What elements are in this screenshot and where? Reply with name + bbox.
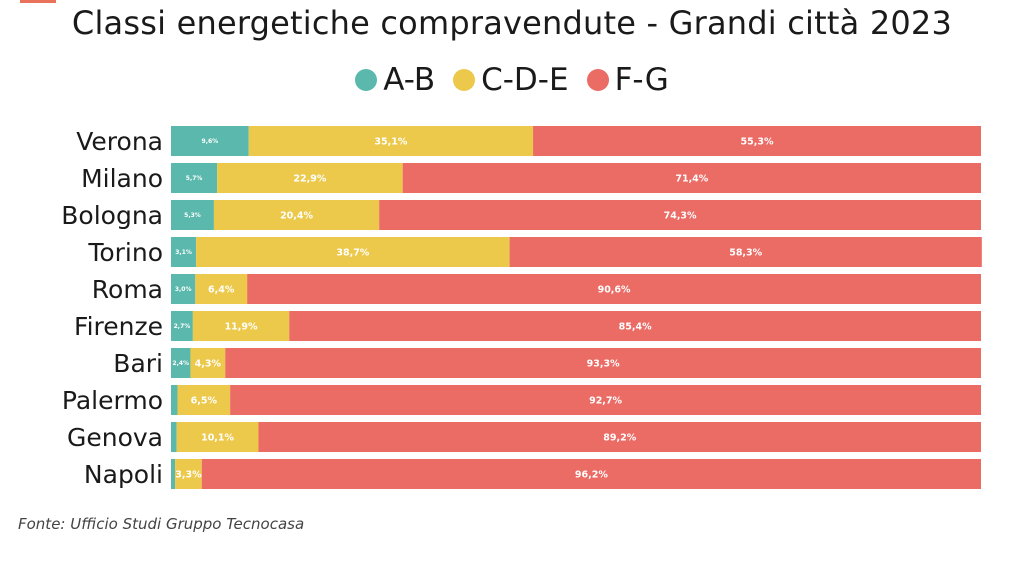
- category-label-firenze: Firenze: [74, 312, 163, 341]
- data-label-milano-c-d-e: 22,9%: [293, 174, 326, 185]
- chart-title: Classi energetiche compravendute - Grand…: [71, 4, 953, 42]
- data-label-bologna-c-d-e: 20,4%: [280, 211, 313, 222]
- data-label-palermo-c-d-e: 6,5%: [191, 396, 218, 407]
- legend-label-c-d-e: C-D-E: [481, 62, 569, 98]
- category-label-milano: Milano: [81, 164, 163, 193]
- bar-bari-a-b: [171, 348, 191, 378]
- bar-milano-a-b: [171, 163, 218, 193]
- bar-napoli-a-b: [171, 459, 176, 489]
- data-label-verona-f-g: 55,3%: [741, 137, 774, 148]
- data-label-milano-a-b: 5,7%: [186, 175, 203, 182]
- bar-verona-a-b: [171, 126, 249, 156]
- category-label-verona: Verona: [76, 127, 163, 156]
- category-label-torino: Torino: [87, 238, 163, 267]
- legend-swatch-c-d-e: [453, 69, 476, 91]
- legend-item-c-d-e: C-D-E: [453, 62, 569, 98]
- data-label-firenze-a-b: 2,7%: [174, 323, 191, 330]
- bar-napoli-f-g: [201, 459, 981, 489]
- data-label-palermo-f-g: 92,7%: [589, 396, 622, 407]
- bar-milano-c-d-e: [217, 163, 403, 193]
- data-label-firenze-f-g: 85,4%: [619, 322, 652, 333]
- data-label-milano-f-g: 71,4%: [675, 174, 708, 185]
- data-label-bari-c-d-e: 4,3%: [195, 359, 222, 370]
- data-label-verona-a-b: 9,6%: [202, 138, 219, 145]
- bar-firenze-c-d-e: [192, 311, 290, 341]
- bar-palermo-a-b: [171, 385, 178, 415]
- data-label-genova-f-g: 89,2%: [603, 433, 636, 444]
- category-label-napoli: Napoli: [84, 460, 163, 489]
- data-label-firenze-c-d-e: 11,9%: [225, 322, 258, 333]
- bar-roma-f-g: [247, 274, 981, 304]
- data-label-torino-c-d-e: 38,7%: [336, 248, 369, 259]
- bar-genova-f-g: [258, 422, 982, 452]
- category-label-bologna: Bologna: [61, 201, 163, 230]
- bar-verona-f-g: [533, 126, 981, 156]
- bar-bari-f-g: [225, 348, 981, 378]
- bar-milano-f-g: [402, 163, 981, 193]
- bar-torino-c-d-e: [196, 237, 510, 267]
- bar-bari-c-d-e: [190, 348, 226, 378]
- data-label-bologna-a-b: 5,3%: [184, 212, 201, 219]
- bar-bologna-f-g: [379, 200, 981, 230]
- data-label-bari-f-g: 93,3%: [587, 359, 620, 370]
- bar-firenze-f-g: [289, 311, 981, 341]
- data-label-napoli-f-g: 96,2%: [575, 470, 608, 481]
- category-label-genova: Genova: [67, 423, 163, 452]
- data-label-napoli-c-d-e: 3,3%: [175, 470, 202, 481]
- accent-strip: [20, 0, 56, 3]
- bar-palermo-f-g: [230, 385, 981, 415]
- bar-genova-a-b: [171, 422, 177, 452]
- data-label-torino-a-b: 3,1%: [175, 249, 192, 256]
- category-label-roma: Roma: [92, 275, 163, 304]
- data-label-roma-c-d-e: 6,4%: [208, 285, 235, 296]
- category-label-palermo: Palermo: [62, 386, 163, 415]
- bar-palermo-c-d-e: [177, 385, 231, 415]
- legend-label-a-b: A-B: [383, 62, 436, 98]
- bar-bologna-a-b: [171, 200, 214, 230]
- stacked-bar-chart: Verona 9,6% 35,1% 55,3% Milano 5,7% 22,9% 71,4%…: [61, 126, 982, 489]
- data-label-torino-f-g: 58,3%: [729, 248, 762, 259]
- legend-item-f-g: F-G: [586, 62, 669, 98]
- legend-label-f-g: F-G: [614, 62, 669, 98]
- bar-roma-c-d-e: [195, 274, 248, 304]
- bar-genova-c-d-e: [176, 422, 259, 452]
- data-label-bari-a-b: 2,4%: [172, 360, 189, 367]
- legend: A-B C-D-E F-G: [0, 62, 1024, 98]
- bar-torino-f-g: [509, 237, 982, 267]
- source-note: Fonte: Ufficio Studi Gruppo Tecnocasa: [18, 515, 305, 533]
- data-label-roma-f-g: 90,6%: [598, 285, 631, 296]
- category-label-bari: Bari: [113, 349, 163, 378]
- data-label-genova-c-d-e: 10,1%: [201, 433, 234, 444]
- bar-napoli-c-d-e: [175, 459, 202, 489]
- legend-item-a-b: A-B: [355, 62, 435, 98]
- bar-verona-c-d-e: [248, 126, 534, 156]
- bar-bologna-c-d-e: [213, 200, 380, 230]
- legend-swatch-a-b: [355, 69, 378, 91]
- data-label-roma-a-b: 3,0%: [175, 286, 192, 293]
- bar-torino-a-b: [171, 237, 197, 267]
- legend-swatch-f-g: [586, 69, 609, 91]
- bar-firenze-a-b: [171, 311, 193, 341]
- bar-roma-a-b: [171, 274, 196, 304]
- data-label-bologna-f-g: 74,3%: [664, 211, 697, 222]
- data-label-verona-c-d-e: 35,1%: [374, 137, 407, 148]
